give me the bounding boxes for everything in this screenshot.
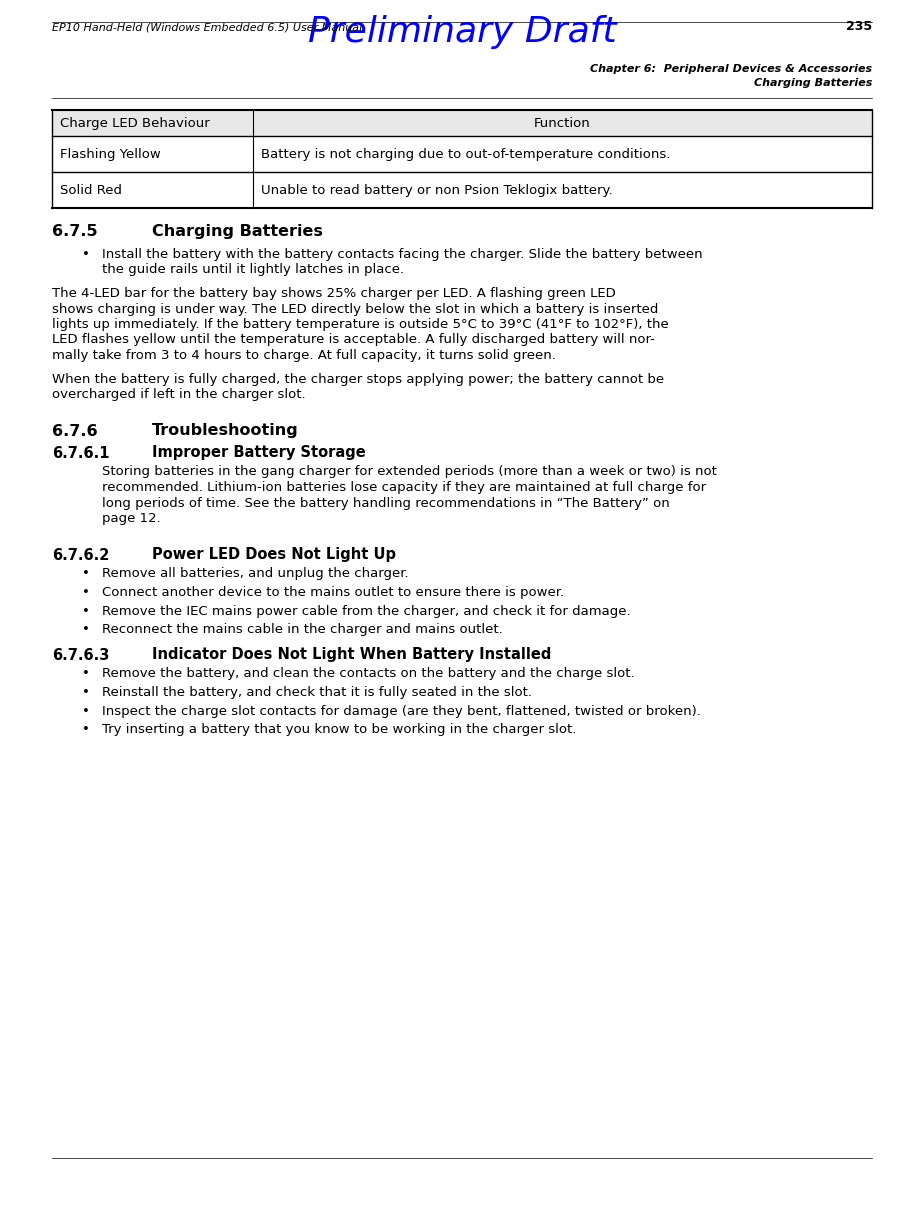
Text: Remove all batteries, and unplug the charger.: Remove all batteries, and unplug the cha… bbox=[102, 568, 408, 581]
Text: Install the battery with the battery contacts facing the charger. Slide the batt: Install the battery with the battery con… bbox=[102, 248, 702, 261]
Text: 235: 235 bbox=[845, 21, 872, 33]
Text: Reinstall the battery, and check that it is fully seated in the slot.: Reinstall the battery, and check that it… bbox=[102, 686, 532, 699]
Text: Solid Red: Solid Red bbox=[60, 184, 122, 197]
Text: •: • bbox=[82, 586, 90, 599]
Text: Improper Battery Storage: Improper Battery Storage bbox=[152, 446, 366, 460]
Text: 6.7.6.3: 6.7.6.3 bbox=[52, 647, 109, 662]
Text: 6.7.5: 6.7.5 bbox=[52, 223, 98, 239]
Text: lights up immediately. If the battery temperature is outside 5°C to 39°C (41°F t: lights up immediately. If the battery te… bbox=[52, 318, 669, 331]
Text: Try inserting a battery that you know to be working in the charger slot.: Try inserting a battery that you know to… bbox=[102, 724, 577, 736]
Text: •: • bbox=[82, 248, 90, 261]
Text: Storing batteries in the gang charger for extended periods (more than a week or : Storing batteries in the gang charger fo… bbox=[102, 465, 717, 478]
Bar bbox=[52, 110, 872, 137]
Text: •: • bbox=[82, 704, 90, 718]
Text: Indicator Does Not Light When Battery Installed: Indicator Does Not Light When Battery In… bbox=[152, 647, 552, 662]
Text: Remove the battery, and clean the contacts on the battery and the charge slot.: Remove the battery, and clean the contac… bbox=[102, 668, 635, 680]
Text: Inspect the charge slot contacts for damage (are they bent, flattened, twisted o: Inspect the charge slot contacts for dam… bbox=[102, 704, 701, 718]
Text: 6.7.6.1: 6.7.6.1 bbox=[52, 446, 110, 460]
Text: •: • bbox=[82, 668, 90, 680]
Text: Unable to read battery or non Psion Teklogix battery.: Unable to read battery or non Psion Tekl… bbox=[261, 184, 613, 197]
Text: Charging Batteries: Charging Batteries bbox=[152, 223, 322, 239]
Text: shows charging is under way. The LED directly below the slot in which a battery : shows charging is under way. The LED dir… bbox=[52, 302, 659, 315]
Text: long periods of time. See the battery handling recommendations in “The Battery” : long periods of time. See the battery ha… bbox=[102, 496, 670, 510]
Text: Connect another device to the mains outlet to ensure there is power.: Connect another device to the mains outl… bbox=[102, 586, 565, 599]
Text: mally take from 3 to 4 hours to charge. At full capacity, it turns solid green.: mally take from 3 to 4 hours to charge. … bbox=[52, 349, 556, 362]
Text: recommended. Lithium-ion batteries lose capacity if they are maintained at full : recommended. Lithium-ion batteries lose … bbox=[102, 481, 706, 494]
Text: Reconnect the mains cable in the charger and mains outlet.: Reconnect the mains cable in the charger… bbox=[102, 623, 503, 635]
Text: Remove the IEC mains power cable from the charger, and check it for damage.: Remove the IEC mains power cable from th… bbox=[102, 604, 630, 617]
Text: •: • bbox=[82, 568, 90, 581]
Text: page 12.: page 12. bbox=[102, 512, 161, 525]
Text: •: • bbox=[82, 604, 90, 617]
Text: 6.7.6: 6.7.6 bbox=[52, 424, 98, 439]
Text: Charging Batteries: Charging Batteries bbox=[754, 79, 872, 88]
Text: Chapter 6:  Peripheral Devices & Accessories: Chapter 6: Peripheral Devices & Accessor… bbox=[590, 64, 872, 74]
Text: The 4-LED bar for the battery bay shows 25% charger per LED. A flashing green LE: The 4-LED bar for the battery bay shows … bbox=[52, 288, 615, 300]
Text: Troubleshooting: Troubleshooting bbox=[152, 424, 298, 439]
Text: Charge LED Behaviour: Charge LED Behaviour bbox=[60, 117, 210, 130]
Text: the guide rails until it lightly latches in place.: the guide rails until it lightly latches… bbox=[102, 263, 404, 277]
Text: Preliminary Draft: Preliminary Draft bbox=[308, 14, 616, 50]
Text: Battery is not charging due to out-of-temperature conditions.: Battery is not charging due to out-of-te… bbox=[261, 149, 670, 161]
Text: •: • bbox=[82, 686, 90, 699]
Text: •: • bbox=[82, 724, 90, 736]
Text: 6.7.6.2: 6.7.6.2 bbox=[52, 547, 109, 563]
Text: LED flashes yellow until the temperature is acceptable. A fully discharged batte: LED flashes yellow until the temperature… bbox=[52, 333, 655, 347]
Text: When the battery is fully charged, the charger stops applying power; the battery: When the battery is fully charged, the c… bbox=[52, 372, 664, 385]
Text: Flashing Yellow: Flashing Yellow bbox=[60, 149, 161, 161]
Text: overcharged if left in the charger slot.: overcharged if left in the charger slot. bbox=[52, 388, 306, 401]
Text: Power LED Does Not Light Up: Power LED Does Not Light Up bbox=[152, 547, 396, 563]
Text: •: • bbox=[82, 623, 90, 635]
Text: Function: Function bbox=[534, 117, 590, 130]
Text: EP10 Hand-Held (Windows Embedded 6.5) User Manual: EP10 Hand-Held (Windows Embedded 6.5) Us… bbox=[52, 22, 362, 31]
